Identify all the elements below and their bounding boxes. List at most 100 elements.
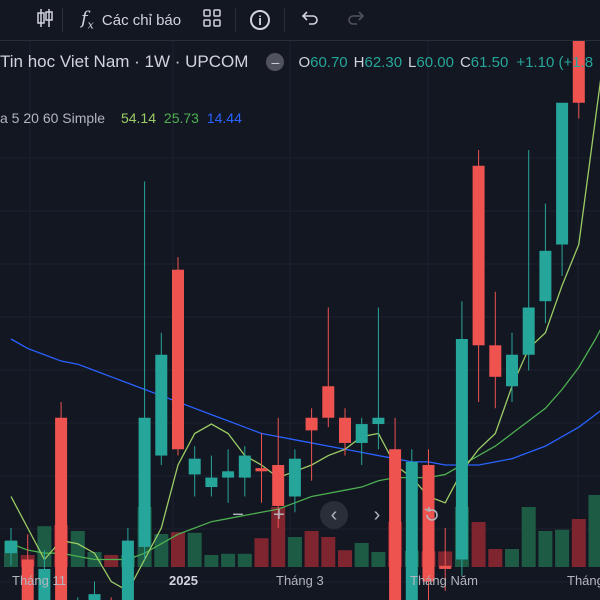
- close-value: 61.50: [470, 53, 509, 71]
- candle-body: [556, 102, 569, 245]
- volume-bar: [371, 552, 386, 567]
- ma-slow-line: [10, 338, 600, 466]
- candle-body: [205, 477, 218, 488]
- volume-bar: [555, 529, 570, 567]
- info-button[interactable]: i: [236, 0, 284, 40]
- symbol-legend: Tin hoc Viet Nam · 1W · UPCOM – O 60.70 H…: [0, 52, 597, 72]
- candle-body: [422, 465, 435, 582]
- reset-icon: [424, 507, 438, 521]
- volume-bar: [488, 549, 503, 567]
- candle-body: [255, 468, 268, 472]
- candle-body: [222, 471, 235, 478]
- candle-body: [138, 417, 151, 547]
- x-axis-label: Tháng 11: [12, 573, 66, 588]
- indicators-button[interactable]: fx Các chỉ báo: [63, 0, 193, 40]
- ma-fast-line: [10, 79, 600, 592]
- x-axis-label: Tháng Năm: [410, 573, 478, 588]
- ma-mid-line: [10, 329, 600, 561]
- candle-body: [5, 540, 17, 554]
- ma-slow-value: 14.44: [206, 110, 242, 126]
- volume-bar: [471, 522, 486, 567]
- volume-bar: [70, 531, 85, 567]
- redo-icon: [347, 11, 365, 29]
- candlestick-icon: [36, 8, 54, 33]
- volume-bar: [171, 532, 185, 567]
- scroll-right-button[interactable]: ›: [373, 503, 381, 526]
- candle-body: [522, 307, 535, 355]
- volume-bar: [571, 519, 586, 567]
- grid-icon: [203, 9, 221, 31]
- candle-body: [121, 540, 134, 600]
- symbol-title[interactable]: Tin hoc Viet Nam · 1W · UPCOM: [0, 52, 249, 71]
- volume-bar: [338, 550, 352, 567]
- open-value: 60.70: [310, 53, 348, 71]
- templates-button[interactable]: [193, 0, 235, 40]
- volume-bar: [204, 555, 219, 567]
- redo-button[interactable]: [335, 0, 377, 40]
- zoom-in-button[interactable]: +: [273, 503, 285, 526]
- candle-body: [439, 565, 452, 569]
- candle-body: [539, 250, 552, 302]
- candle-body: [472, 165, 485, 346]
- volume-bar: [254, 538, 269, 567]
- candle-body: [172, 269, 184, 450]
- toolbar-divider: [284, 8, 286, 32]
- volume-bar: [104, 555, 119, 567]
- x-axis-label: 2025: [169, 573, 198, 588]
- ma-fast-value: 54.14: [120, 110, 157, 126]
- volume-bar: [588, 495, 600, 567]
- zoom-out-button[interactable]: −: [232, 503, 244, 526]
- volume-bar: [271, 507, 286, 567]
- volume-bar: [538, 531, 553, 567]
- volume-bar: [304, 531, 319, 567]
- reset-chart-button[interactable]: [418, 501, 446, 529]
- volume-bar: [37, 526, 52, 567]
- scroll-left-button[interactable]: ‹: [320, 501, 348, 529]
- fx-icon: fx: [81, 8, 94, 32]
- candle-body: [389, 449, 402, 600]
- volume-bar: [521, 507, 536, 567]
- indicators-label: Các chỉ báo: [101, 11, 182, 29]
- ma-mid-value: 25.73: [163, 110, 199, 126]
- volume-bar: [221, 553, 236, 567]
- candle-body: [272, 465, 285, 506]
- candle-body: [188, 458, 201, 475]
- candle-body: [339, 417, 351, 443]
- candle-body: [405, 461, 418, 600]
- chart-type-button[interactable]: [0, 0, 62, 40]
- low-label: L: [408, 53, 417, 71]
- candle-body: [322, 386, 335, 418]
- candle-body: [489, 345, 502, 377]
- candle-body: [88, 594, 101, 600]
- collapse-legend-button[interactable]: –: [266, 53, 285, 71]
- toolbar-divider: [62, 8, 63, 32]
- candle-body: [506, 354, 518, 387]
- candle-body: [455, 339, 468, 560]
- candle-body: [238, 455, 251, 478]
- candle-body: [21, 559, 34, 600]
- volume-bar: [321, 537, 336, 567]
- volume-bar: [354, 543, 369, 567]
- candle-body: [355, 424, 368, 443]
- volume-bar: [187, 532, 202, 567]
- candle-body: [305, 417, 318, 431]
- candle-body: [372, 417, 385, 425]
- undo-button[interactable]: [285, 0, 335, 40]
- volume-bar: [154, 534, 169, 567]
- info-icon: i: [250, 10, 271, 30]
- candle-body: [38, 568, 51, 600]
- low-value: 60.00: [416, 53, 454, 71]
- x-axis-label: Tháng 3: [276, 573, 324, 588]
- ma-legend[interactable]: a 5 20 60 Simple 54.14 25.73 14.44: [0, 110, 242, 126]
- high-label: H: [353, 53, 365, 71]
- candle-body: [155, 354, 168, 456]
- volume-bar: [237, 553, 252, 567]
- top-toolbar: fx Các chỉ báo i: [0, 0, 600, 41]
- undo-icon: [301, 11, 319, 29]
- volume-bar: [505, 549, 519, 567]
- volume-bar: [287, 537, 302, 567]
- high-value: 62.30: [364, 53, 403, 71]
- candle-body: [288, 458, 301, 497]
- x-axis-label: Tháng: [567, 573, 600, 588]
